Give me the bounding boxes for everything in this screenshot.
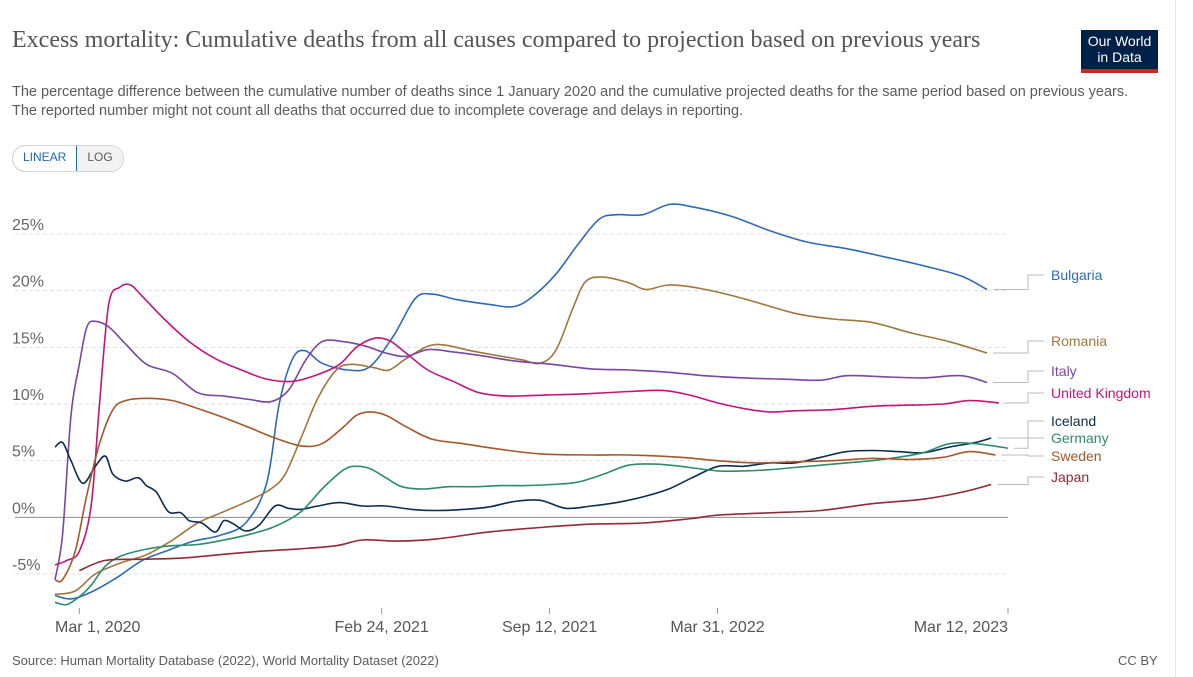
series-label-germany: Germany bbox=[1051, 430, 1109, 446]
label-connector bbox=[997, 476, 1044, 485]
series-line-united-kingdom bbox=[54, 283, 999, 566]
chart-subtitle: The percentage difference between the cu… bbox=[12, 84, 1129, 119]
label-connector bbox=[993, 370, 1044, 383]
y-tick-label: 5% bbox=[12, 444, 35, 461]
series-label-bulgaria: Bulgaria bbox=[1051, 267, 1103, 283]
series-line-italy bbox=[54, 320, 988, 580]
x-tick-label: Feb 24, 2021 bbox=[334, 619, 428, 636]
series-label-iceland: Iceland bbox=[1051, 413, 1096, 429]
label-connector bbox=[993, 340, 1044, 354]
series-line-romania bbox=[54, 276, 988, 596]
logo-line-2: in Data bbox=[1097, 49, 1142, 65]
label-connector bbox=[1014, 437, 1044, 449]
y-tick-label: 25% bbox=[12, 217, 44, 234]
series-label-romania: Romania bbox=[1051, 333, 1107, 349]
label-connector bbox=[993, 274, 1044, 291]
label-connector bbox=[1004, 392, 1044, 404]
x-tick-label: Mar 1, 2020 bbox=[55, 619, 140, 636]
series-line-japan bbox=[78, 483, 992, 572]
series-label-italy: Italy bbox=[1051, 363, 1077, 379]
y-tick-label: 0% bbox=[12, 500, 35, 517]
series-line-bulgaria bbox=[54, 203, 988, 600]
y-tick-label: 15% bbox=[12, 330, 44, 347]
license-link[interactable]: CC BY bbox=[1118, 653, 1158, 668]
log-scale-button[interactable]: LOG bbox=[77, 146, 123, 171]
logo-line-1: Our World bbox=[1087, 33, 1152, 49]
y-tick-label: -5% bbox=[12, 557, 40, 574]
series-label-japan: Japan bbox=[1051, 469, 1089, 485]
linear-scale-button[interactable]: LINEAR bbox=[12, 146, 78, 171]
series-label-sweden: Sweden bbox=[1051, 448, 1102, 464]
y-tick-label: 10% bbox=[12, 387, 44, 404]
scale-toggle: LINEAR LOG bbox=[12, 145, 124, 172]
x-tick-label: Sep 12, 2021 bbox=[502, 619, 597, 636]
series-line-sweden bbox=[54, 397, 996, 583]
label-connector bbox=[997, 420, 1044, 439]
y-tick-label: 20% bbox=[12, 274, 44, 291]
owid-logo[interactable]: Our World in Data bbox=[1081, 30, 1158, 73]
x-tick-label: Mar 31, 2022 bbox=[670, 619, 764, 636]
x-tick-label: Mar 12, 2023 bbox=[914, 619, 1008, 636]
source-note[interactable]: Source: Human Mortality Database (2022),… bbox=[12, 653, 439, 668]
line-chart: -5% 0% 5% 10% 15% 20% 25% Mar 1, 2020 Feb 24, 20… bbox=[12, 203, 1151, 636]
series-line-germany bbox=[54, 442, 1009, 606]
series-line-iceland bbox=[54, 437, 992, 533]
chart-title: Excess mortality: Cumulative deaths from… bbox=[12, 27, 981, 53]
series-label-united-kingdom: United Kingdom bbox=[1051, 385, 1151, 401]
label-connector bbox=[1001, 454, 1044, 457]
